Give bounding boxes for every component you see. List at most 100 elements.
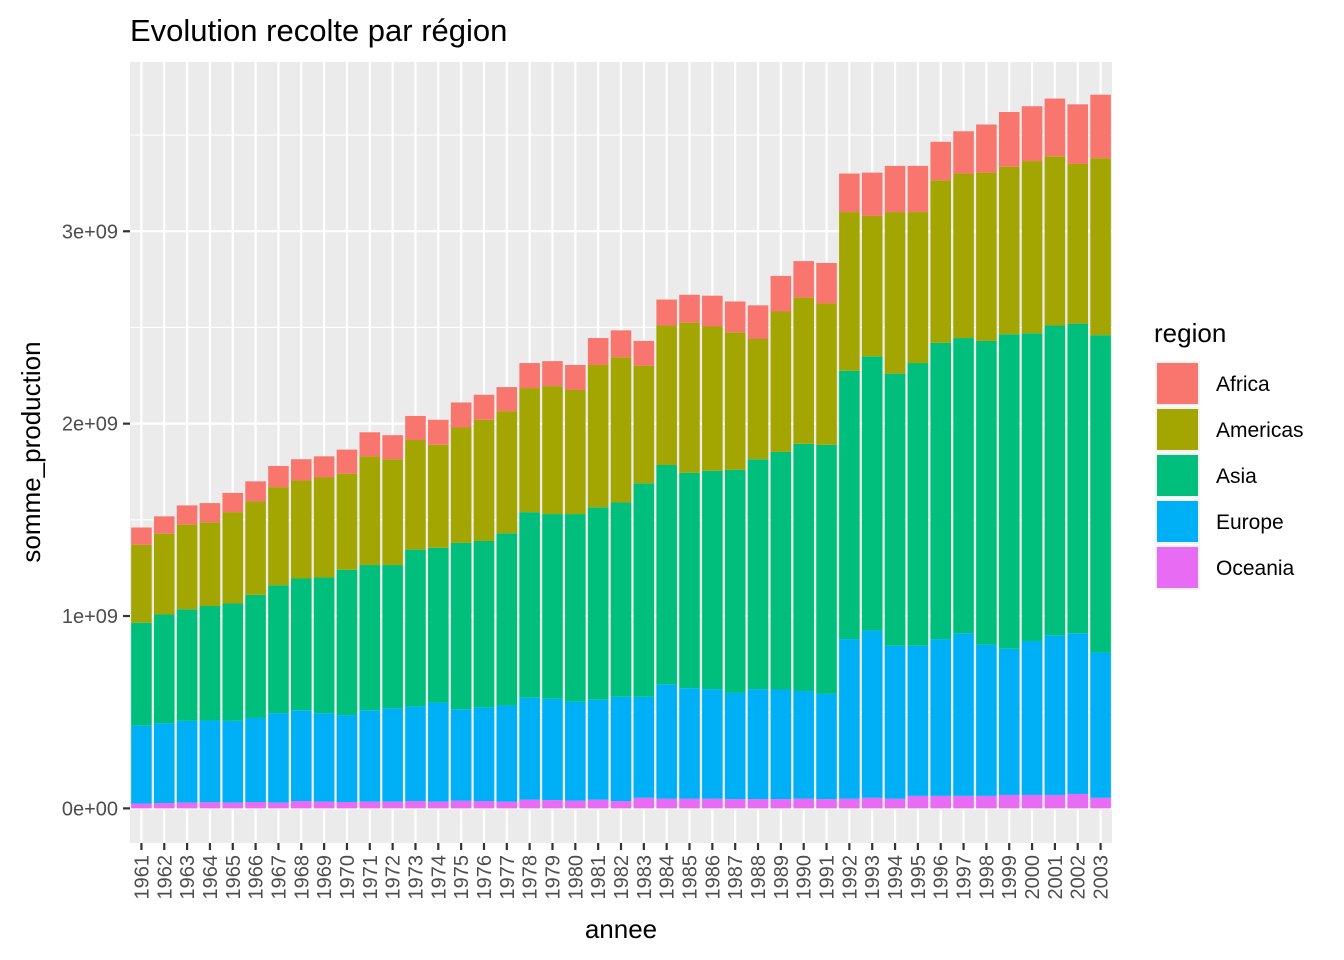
bar-segment-americas-1979 [542,386,563,515]
x-tick-label: 1990 [794,855,816,900]
bar-segment-oceania-1994 [884,798,906,809]
x-tick-label: 1964 [200,855,222,900]
legend-swatch-asia [1157,455,1198,496]
x-tick-label: 1970 [337,855,359,900]
x-tick-label: 1972 [383,855,405,900]
bar-segment-africa-1999 [998,112,1020,167]
x-tick-label: 2003 [1091,855,1113,900]
bar-segment-asia-1983 [633,483,655,697]
bar-segment-africa-1997 [953,131,974,174]
bar-segment-africa-2001 [1044,98,1066,157]
bar-segment-asia-1979 [542,514,563,699]
bar-segment-oceania-2003 [1090,797,1111,809]
bar-segment-oceania-1969 [313,801,335,809]
bars [131,94,1111,809]
bar-segment-americas-1975 [450,427,472,543]
bar-segment-americas-1976 [473,419,495,541]
bar-segment-asia-1997 [953,338,974,634]
x-tick-label: 1967 [268,855,290,900]
bar-segment-europe-1964 [199,720,221,803]
bar-segment-africa-1998 [976,124,997,173]
bar-segment-asia-1991 [816,444,837,694]
x-tick-label: 1965 [223,855,245,900]
bar-segment-africa-1989 [770,275,792,312]
bar-segment-europe-1978 [519,697,540,800]
bar-segment-africa-2000 [1021,106,1043,162]
x-tick-label: 1997 [954,855,976,900]
bar-segment-europe-1984 [656,684,677,799]
bar-segment-oceania-2000 [1021,794,1043,809]
x-tick-label: 1966 [246,855,268,900]
bar-segment-oceania-1998 [976,795,997,809]
bar-segment-oceania-1966 [245,802,266,809]
bar-segment-americas-1990 [793,297,814,444]
bar-segment-americas-1970 [336,473,358,570]
bar-segment-americas-2002 [1067,163,1089,324]
bar-segment-europe-1967 [268,713,289,803]
bar-segment-europe-1996 [930,639,951,796]
bar-segment-europe-1989 [770,689,792,800]
bar-segment-americas-1965 [222,512,244,604]
bar-segment-oceania-1967 [268,802,289,809]
bar-segment-americas-1999 [998,166,1020,335]
bar-segment-asia-1986 [702,470,723,690]
bar-segment-africa-1973 [405,415,426,440]
bar-segment-americas-1968 [291,480,312,579]
x-tick-label: 1987 [725,855,747,900]
bar-segment-asia-1980 [565,514,586,702]
y-tick-label: 3e+09 [62,221,118,243]
bar-segment-oceania-1968 [291,801,312,809]
bar-segment-europe-1982 [610,696,632,802]
bar-segment-asia-1996 [930,342,951,640]
bar-segment-americas-1982 [610,357,632,503]
legend-title: region [1154,318,1226,348]
bar-segment-oceania-1996 [930,795,951,809]
x-axis: 1961 1962 1963 1964 1965 1966 1967 1968 1969 1970… [131,843,1113,900]
bar-segment-oceania-2002 [1067,793,1089,809]
x-axis-label: annee [585,914,657,944]
x-tick-label: 1993 [862,855,884,900]
bar-segment-oceania-1990 [793,798,814,809]
bar-segment-oceania-1970 [336,802,358,809]
bar-segment-africa-1969 [313,456,335,478]
bar-segment-asia-1978 [519,512,540,698]
x-tick-label: 1974 [428,855,450,900]
bar-segment-asia-1973 [405,549,426,707]
bar-segment-americas-1994 [884,212,906,374]
bar-segment-asia-2001 [1044,325,1066,636]
x-tick-label: 1983 [634,855,656,900]
bar-segment-africa-1992 [839,173,860,213]
bar-segment-asia-1964 [199,606,221,721]
legend-swatch-europe [1157,501,1198,542]
x-tick-label: 1979 [542,855,564,900]
x-tick-label: 1992 [839,855,861,900]
bar-segment-americas-1985 [679,322,700,473]
bar-segment-europe-1977 [496,705,518,802]
x-tick-label: 2000 [1022,855,1044,900]
bar-segment-asia-1989 [770,451,792,690]
bar-segment-africa-1977 [496,387,518,412]
bar-segment-europe-1993 [861,630,883,798]
x-tick-label: 1971 [360,855,382,900]
bar-segment-oceania-2001 [1044,794,1066,809]
bar-segment-americas-1993 [861,215,883,357]
y-axis-label: somme_production [16,341,46,562]
bar-segment-americas-1991 [816,303,837,445]
bar-segment-africa-1981 [587,338,609,365]
bar-segment-europe-1975 [450,709,472,801]
bar-segment-americas-1997 [953,173,974,339]
bar-segment-asia-1968 [291,578,312,711]
bar-segment-africa-1964 [199,503,221,523]
x-tick-label: 2001 [1045,855,1067,900]
bar-segment-africa-1976 [473,394,495,420]
bar-segment-africa-1994 [884,165,906,213]
bar-segment-oceania-1972 [382,801,403,809]
bar-segment-americas-1967 [268,487,289,586]
bar-segment-europe-1970 [336,715,358,803]
bar-segment-americas-1964 [199,522,221,607]
x-tick-label: 1982 [611,855,633,900]
bar-segment-oceania-1976 [473,801,495,809]
x-tick-label: 1999 [999,855,1021,900]
bar-segment-europe-1991 [816,693,837,800]
